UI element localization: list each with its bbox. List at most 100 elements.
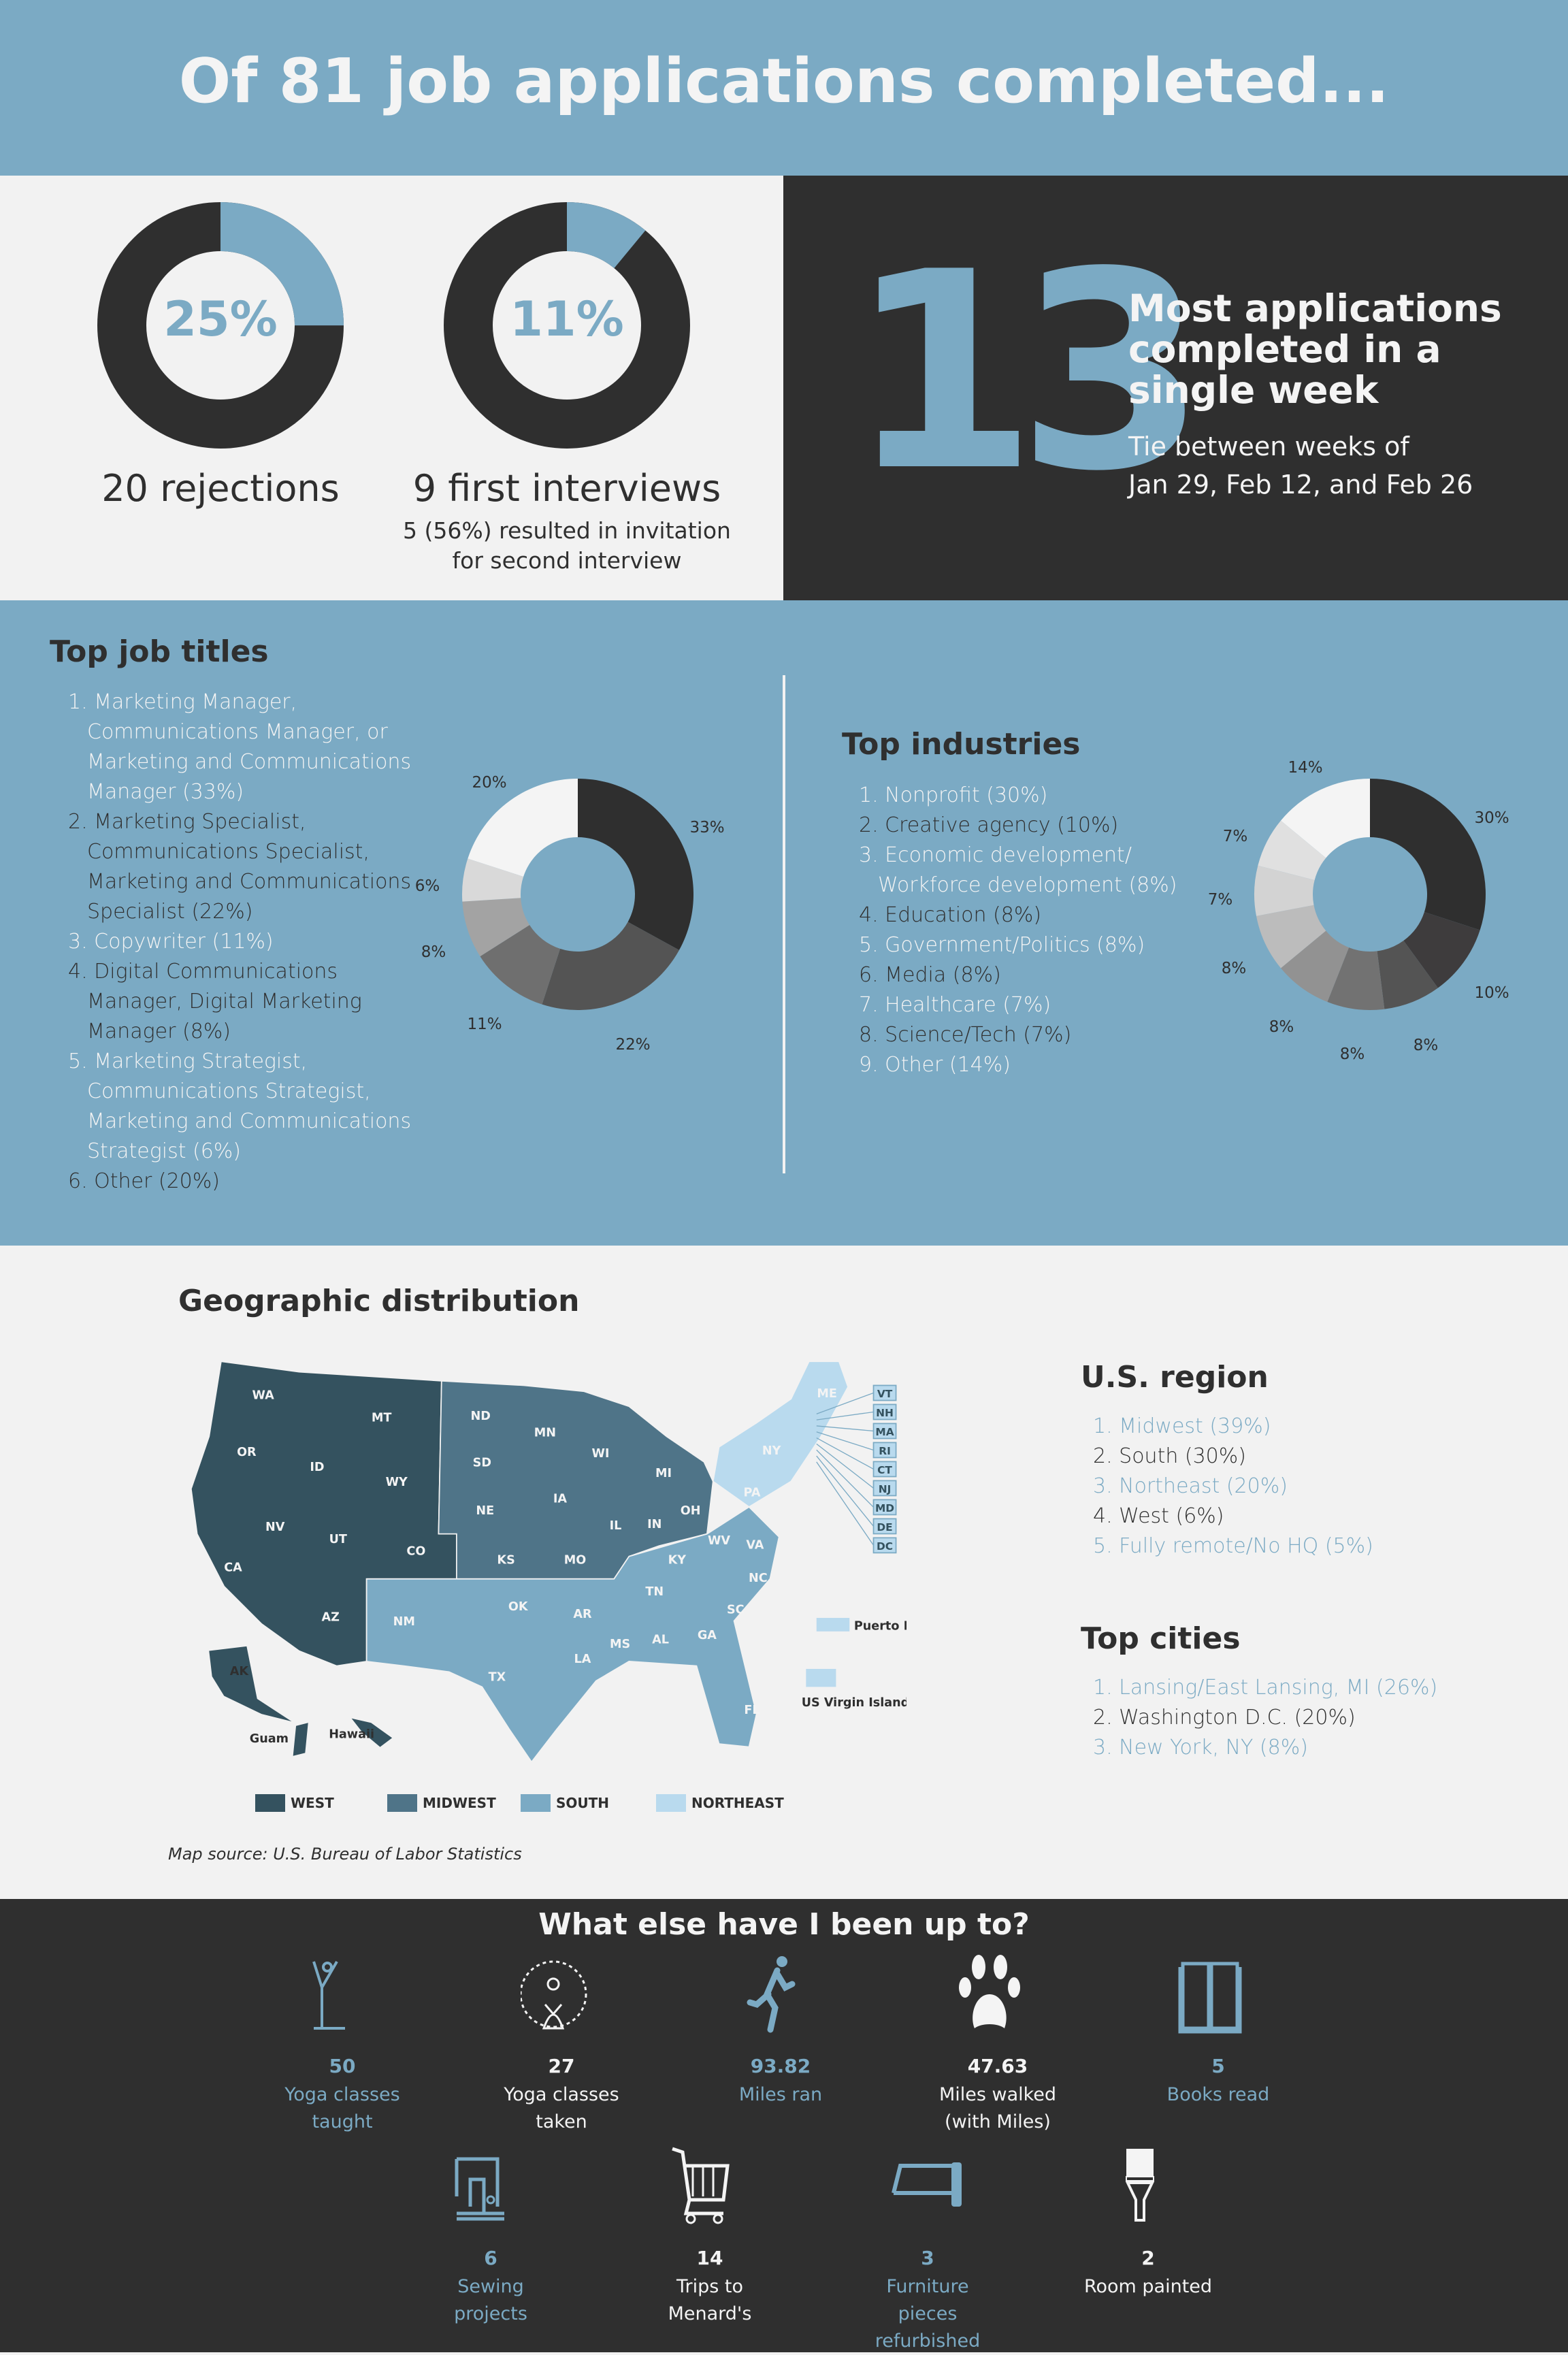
state-box <box>872 1423 897 1440</box>
rejections-percent: 25% <box>163 291 278 347</box>
state-label: AZ <box>322 1610 340 1624</box>
slice-label: 30% <box>1474 809 1509 827</box>
hawaii <box>351 1718 393 1747</box>
state-label: NC <box>749 1572 768 1585</box>
slice-label: 6% <box>415 877 440 895</box>
leader-line <box>816 1438 874 1470</box>
slice-label: 20% <box>472 774 506 792</box>
meditation-icon <box>521 1960 587 2030</box>
paw-print-icon <box>959 1955 1020 2028</box>
state-label: OH <box>681 1504 701 1518</box>
activity-label: pieces <box>898 2303 958 2324</box>
slice-label: 8% <box>1340 1045 1365 1063</box>
state-label: IA <box>553 1492 568 1506</box>
state-label: MS <box>610 1638 630 1651</box>
donut-slice <box>480 925 561 1005</box>
state-label: ID <box>310 1461 324 1474</box>
list-line: Manager (8%) <box>87 1020 231 1043</box>
activity-item: 50 Yoga classes taught <box>233 1953 451 2136</box>
list-line: 4. West (6%) <box>1093 1504 1224 1528</box>
state-label: SC <box>727 1603 745 1617</box>
activity-item: 2 Room painted <box>1039 2145 1257 2301</box>
activity-item: 5 Books read <box>1109 1953 1327 2109</box>
state-label: IL <box>610 1519 622 1533</box>
activity-label: Miles walked <box>938 2084 1057 2105</box>
cities-list: 1. Lansing/East Lansing, MI (26%) 2. Wash… <box>1093 1673 1437 1763</box>
state-label: ME <box>817 1387 837 1401</box>
donut-slice <box>1403 911 1480 988</box>
state-label: PA <box>744 1487 761 1500</box>
state-label: NE <box>476 1504 494 1518</box>
us-map: WA OR ID MT WY NV UT CO CA AZ NM ND SD NE KS MN IA MO WI IL… <box>190 1361 906 1764</box>
leader-line <box>816 1443 874 1489</box>
activity-label: Yoga classes <box>504 2084 619 2105</box>
list-line: 1. Nonprofit (30%) <box>859 783 1048 807</box>
territory-label: US Virgin Islands <box>802 1696 906 1710</box>
state-box <box>872 1518 897 1535</box>
list-line: 2. Creative agency (10%) <box>859 813 1119 837</box>
yoga-pose-icon <box>312 1960 345 2030</box>
slice-label: 14% <box>1288 759 1322 777</box>
legend-swatch <box>255 1794 285 1812</box>
alaska <box>209 1646 292 1722</box>
donut-slice <box>461 858 524 902</box>
list-line: 3. New York, NY (8%) <box>1093 1736 1308 1759</box>
summary-section: 25% 20 rejections 11% 9 first interviews… <box>0 176 1568 600</box>
list-line: 3. Northeast (20%) <box>1093 1474 1288 1498</box>
rejections-donut <box>97 202 344 449</box>
state-label: IN <box>647 1518 662 1531</box>
region-south <box>365 1506 780 1764</box>
list-line: 6. Media (8%) <box>859 963 1001 987</box>
state-box-label: CT <box>877 1464 892 1476</box>
map-source: Map source: U.S. Bureau of Labor Statist… <box>168 1845 522 1864</box>
sub-line: Tie between weeks of <box>1128 432 1409 461</box>
industries-donut-chart: 30% 10% 8% 8% 8% 8% 7% 7% 14% <box>1208 759 1509 1063</box>
state-label: LA <box>574 1653 591 1666</box>
list-line: 2. Washington D.C. (20%) <box>1093 1706 1356 1729</box>
donut-slice <box>1327 947 1385 1010</box>
state-label: AL <box>652 1634 669 1647</box>
region-list: 1. Midwest (39%) 2. South (30%) 3. Northea… <box>1093 1412 1373 1561</box>
list-line: 3. Copywriter (11%) <box>68 930 274 954</box>
state-label: MN <box>534 1426 556 1440</box>
territory-label: Puerto Rico <box>854 1620 906 1634</box>
divider <box>783 675 785 1173</box>
list-line: 6. Other (20%) <box>68 1169 220 1193</box>
activity-count: 3 <box>921 2247 934 2269</box>
list-line: Specialist (22%) <box>87 900 253 924</box>
activity-label: Miles ran <box>738 2084 823 2105</box>
state-box <box>872 1480 897 1497</box>
legend-label: NORTHEAST <box>691 1795 784 1811</box>
state-label: FL <box>744 1704 760 1717</box>
activity-item: 14 Trips to Menard's <box>601 2145 819 2328</box>
list-line: 4. Education (8%) <box>859 903 1042 927</box>
legend-swatch <box>521 1794 551 1812</box>
interviews-donut <box>444 202 690 449</box>
activity-item: 3 Furniture pieces refurbished <box>819 2145 1036 2355</box>
cities-heading: Top cities <box>1081 1621 1241 1656</box>
donut-slice <box>462 898 530 957</box>
activity-label: Books read <box>1166 2084 1270 2105</box>
leader-line <box>816 1392 874 1414</box>
sub-line: Jan 29, Feb 12, and Feb 26 <box>1128 470 1473 500</box>
list-line: Workforce development (8%) <box>878 873 1177 897</box>
state-label: WY <box>386 1476 408 1489</box>
title-line: single week <box>1128 368 1379 412</box>
shopping-cart-icon <box>672 2147 730 2224</box>
title-line: completed in a <box>1128 327 1441 371</box>
activity-item: 27 Yoga classes taken <box>453 1953 670 2136</box>
slice-label: 8% <box>421 943 446 961</box>
industries-list: 1. Nonprofit (30%) 2. Creative agency (10… <box>859 781 1177 1080</box>
state-label: OK <box>508 1600 529 1614</box>
leader-line <box>816 1425 874 1432</box>
interviews-note: 5 (56%) resulted in invitation for second… <box>363 516 771 576</box>
list-line: 1. Lansing/East Lansing, MI (26%) <box>1093 1676 1438 1700</box>
activity-item: 6 Sewing projects <box>382 2145 600 2328</box>
legend-label: MIDWEST <box>423 1795 496 1811</box>
list-line: Marketing and Communications <box>87 1109 412 1133</box>
guam <box>293 1723 308 1756</box>
slice-label: 11% <box>467 1016 502 1033</box>
summary-right: 13 Most applications completed in a single… <box>783 176 1568 600</box>
region-northeast <box>712 1361 849 1508</box>
state-label: OR <box>237 1446 257 1459</box>
